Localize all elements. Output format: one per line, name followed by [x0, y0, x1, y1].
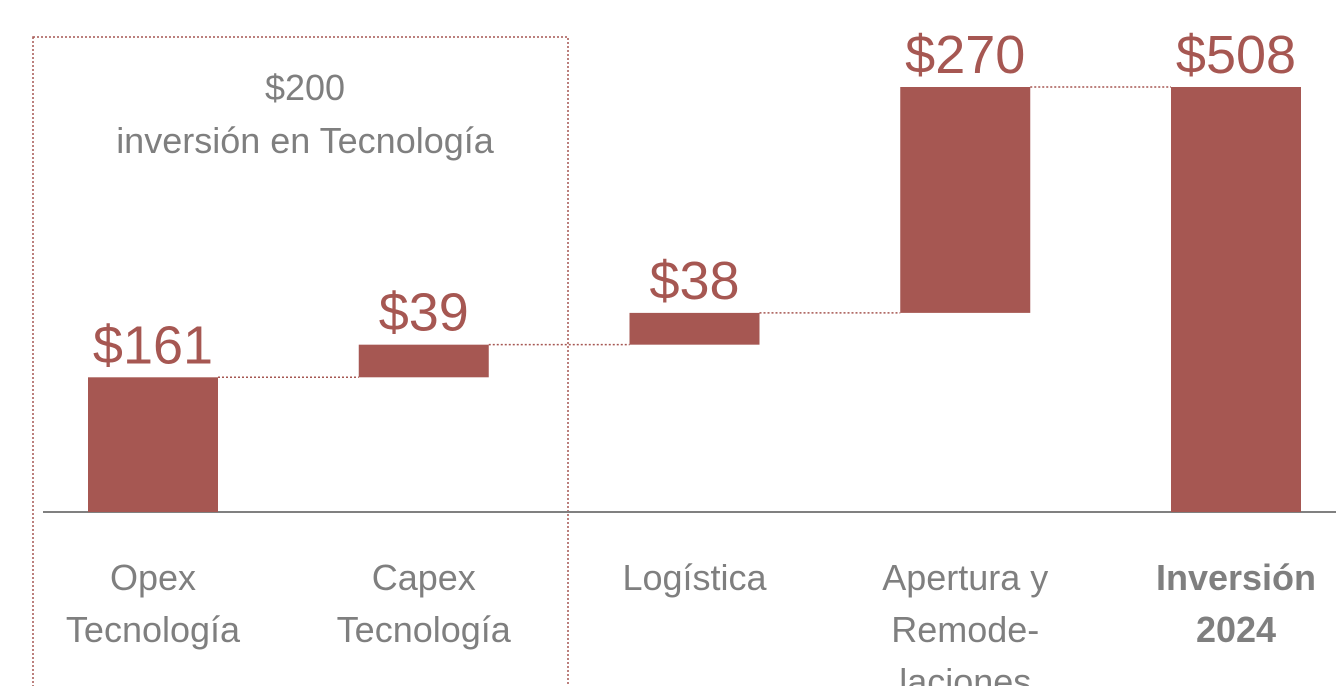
value-label: $38 [649, 251, 739, 311]
x-tick-label: Capex [372, 557, 476, 598]
bar [900, 87, 1031, 313]
x-tick-label: Apertura y [882, 557, 1048, 598]
x-tick-label: Remode- [891, 609, 1039, 650]
bar [358, 344, 489, 378]
bar [1171, 87, 1301, 512]
bar [88, 377, 218, 512]
annotation-text: inversión en Tecnología [116, 120, 495, 161]
x-tick-label: laciones [899, 661, 1031, 686]
x-tick-label: Logística [622, 557, 767, 598]
x-tick-label: Tecnología [337, 609, 512, 650]
value-label: $508 [1176, 25, 1296, 85]
value-label: $161 [93, 315, 213, 375]
value-label: $270 [905, 25, 1025, 85]
x-tick-label: Opex [110, 557, 196, 598]
value-label: $39 [379, 283, 469, 343]
bracket-box [32, 36, 569, 686]
x-tick-label: 2024 [1196, 609, 1276, 650]
annotation-value: $200 [265, 67, 345, 108]
x-tick-label: Tecnología [66, 609, 241, 650]
x-tick-label: Inversión [1156, 557, 1316, 598]
bar [629, 312, 760, 345]
